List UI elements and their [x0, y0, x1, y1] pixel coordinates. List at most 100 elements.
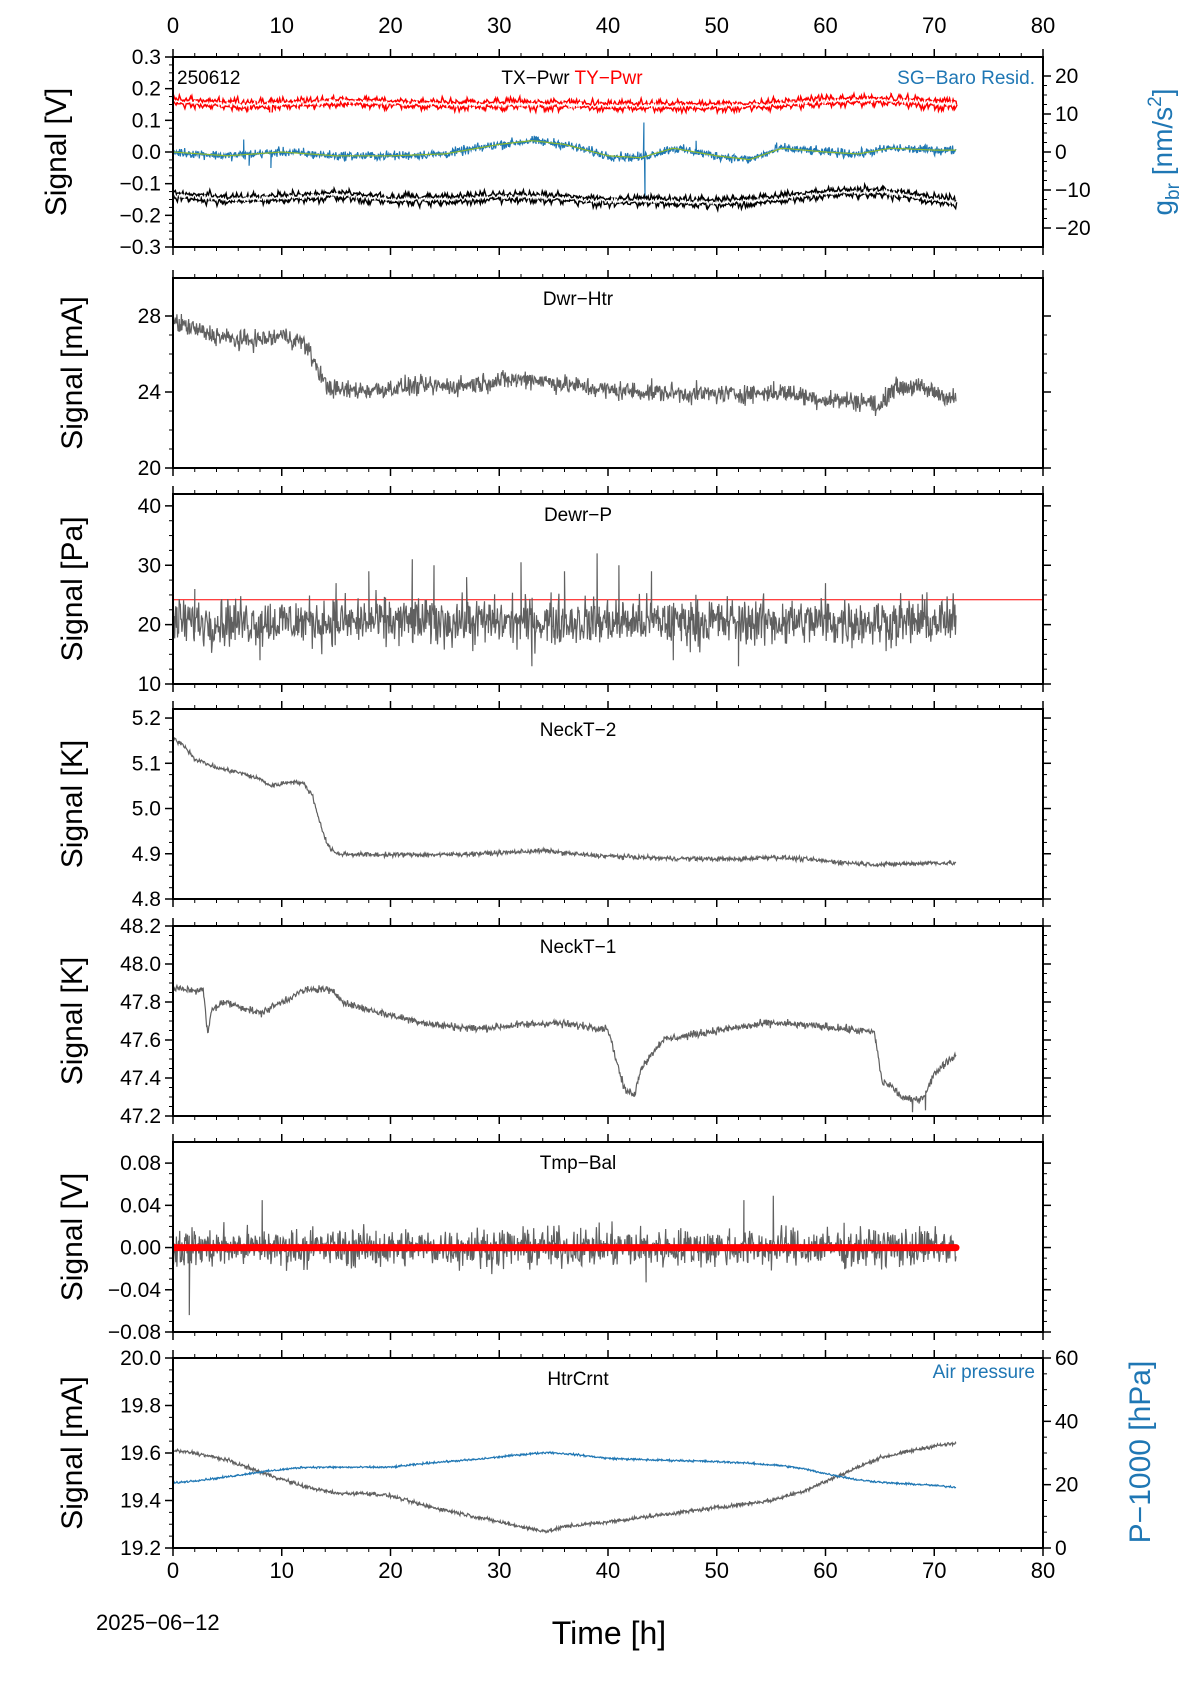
right-y-tick-label: 0 [1055, 141, 1067, 164]
y-tick-label: 48.2 [120, 915, 161, 938]
series-line-tx-pwr-core [173, 187, 957, 208]
x-axis-label: Time [h] [552, 1615, 666, 1651]
series-line-3-0 [173, 553, 957, 667]
panel-6-series [173, 1195, 960, 1316]
y-tick-label: −0.04 [108, 1279, 161, 1302]
right-y-tick-label: −10 [1055, 179, 1091, 202]
panel-5-title: NeckT−1 [540, 937, 617, 958]
bottom-x-tick-label: 60 [813, 1558, 837, 1583]
corner-label: 250612 [177, 68, 240, 89]
y-tick-label: −0.08 [108, 1321, 161, 1344]
panel-7-title: HtrCrnt [547, 1369, 609, 1390]
panel-frame [172, 56, 1044, 248]
y-tick-label: −0.1 [120, 173, 161, 196]
y-tick-label: 0.3 [132, 46, 161, 69]
series-line-2-0 [173, 313, 957, 417]
series-line-sg-baro-resid-smoothed- [173, 140, 956, 161]
panel-5-ylabel: Signal [K] [56, 957, 89, 1085]
series-line-sg-baro-resid- [173, 122, 957, 199]
y-tick-label: 0.2 [132, 78, 161, 101]
panel-frame [172, 493, 1044, 685]
bottom-x-tick-label: 0 [167, 1558, 179, 1583]
right-y-tick-label: 40 [1055, 1410, 1078, 1433]
panel-1-title-ty: TY−Pwr [574, 68, 643, 89]
y-tick-label: 0.0 [132, 141, 161, 164]
panel-7-ylabel: Signal [mA] [56, 1376, 89, 1529]
y-tick-label: 19.2 [120, 1537, 161, 1560]
right-y-tick-label: −20 [1055, 217, 1091, 240]
right-y-tick-label: 10 [1055, 103, 1078, 126]
panel-5-series [173, 983, 957, 1113]
panel-2: Dwr−Htr Signal [mA] 20 24 28 [56, 270, 1051, 480]
panel-7: HtrCrnt Signal [mA] 19.2 19.4 19.6 19.8 20.0 0 2… [56, 1347, 1078, 1560]
panel-1-title-tx: TX−Pwr [501, 68, 570, 89]
panel-1-ylabel: Signal [V] [40, 88, 73, 216]
bottom-x-tick-label: 70 [922, 1558, 946, 1583]
top-x-tick-label: 0 [167, 13, 179, 38]
y-tick-label: 0.1 [132, 109, 161, 132]
panel-1-right-ylabel: gbr [nm/s2] [1145, 88, 1184, 215]
panel-2-title: Dwr−Htr [543, 289, 614, 310]
y-tick-label: 10 [138, 673, 161, 696]
bottom-x-tick-label: 50 [705, 1558, 729, 1583]
top-x-tick-label: 20 [378, 13, 402, 38]
y-tick-label: 48.0 [120, 953, 161, 976]
top-x-tick-label: 50 [705, 13, 729, 38]
date-label: 2025−06−12 [96, 1610, 220, 1635]
y-tick-label: −0.3 [120, 236, 161, 259]
panel-3-series [173, 553, 957, 667]
y-tick-label: 47.4 [120, 1067, 161, 1090]
y-tick-label: −0.2 [120, 204, 161, 227]
panel-1-series [173, 91, 958, 214]
bottom-x-tick-label: 20 [378, 1558, 402, 1583]
y-tick-label: 19.8 [120, 1395, 161, 1418]
y-tick-label: 20.0 [120, 1347, 161, 1370]
panel-2-ylabel: Signal [mA] [56, 296, 89, 449]
y-tick-label: 19.6 [120, 1442, 161, 1465]
panel-7-right-ylabel: P−1000 [hPa] [1124, 1361, 1157, 1544]
right-y-tick-label: 60 [1055, 1347, 1078, 1370]
bottom-x-tick-label: 10 [270, 1558, 294, 1583]
top-x-tick-label: 10 [270, 13, 294, 38]
panel-6-ylabel: Signal [V] [56, 1173, 89, 1301]
series-line-htrcrnt [173, 1440, 957, 1534]
top-x-tick-label: 60 [813, 13, 837, 38]
series-line-air-pressure [173, 1450, 957, 1489]
y-tick-label: 20 [138, 457, 161, 480]
panel-4-title: NeckT−2 [540, 720, 617, 741]
right-y-tick-label: 20 [1055, 65, 1078, 88]
y-tick-label: 24 [138, 381, 162, 404]
panel-1-right-legend: SG−Baro Resid. [897, 68, 1035, 89]
y-tick-label: 0.04 [120, 1194, 161, 1217]
right-y-tick-label: 0 [1055, 1537, 1067, 1560]
y-tick-label: 4.9 [132, 843, 161, 866]
y-tick-label: 47.2 [120, 1105, 161, 1128]
bottom-x-tick-label: 30 [487, 1558, 511, 1583]
panel-frame [172, 277, 1044, 469]
panel-7-series [173, 1440, 957, 1534]
y-tick-label: 20 [138, 614, 161, 637]
top-x-axis: 0 10 20 30 40 50 60 70 80 [167, 13, 1055, 38]
series-line-5-0 [173, 983, 957, 1113]
panel-5: NeckT−1 Signal [K] 47.2 47.4 47.6 47.8 48.0 48.… [56, 915, 1051, 1128]
panel-frame [172, 708, 1044, 900]
y-tick-label: 4.8 [132, 888, 161, 911]
panel-3: Dewr−P Signal [Pa] 10 20 30 40 [56, 486, 1051, 696]
y-tick-label: 5.0 [132, 798, 161, 821]
panel-6: Tmp−Bal Signal [V] −0.08 −0.04 0.00 0.04 0.08 [56, 1134, 1051, 1344]
top-x-tick-label: 70 [922, 13, 946, 38]
series-line-ty-pwr-core [173, 96, 957, 113]
panel-frame [172, 1357, 1044, 1549]
panel-2-series [173, 313, 957, 417]
bottom-x-tick-label: 80 [1031, 1558, 1055, 1583]
panels: Signal [V] −0.3 −0.2 −0.1 0.0 0.1 0.2 0.3 −20 −10… [40, 46, 1091, 1583]
panel-1-title: TX−Pwr TY−Pwr [501, 68, 643, 89]
y-tick-label: 30 [138, 554, 161, 577]
y-tick-label: 5.2 [132, 707, 161, 730]
y-tick-label: 28 [138, 305, 161, 328]
series-line-4-0 [173, 737, 957, 869]
y-tick-label: 19.4 [120, 1490, 161, 1513]
y-tick-label: 40 [138, 495, 161, 518]
y-tick-label: 47.8 [120, 991, 161, 1014]
